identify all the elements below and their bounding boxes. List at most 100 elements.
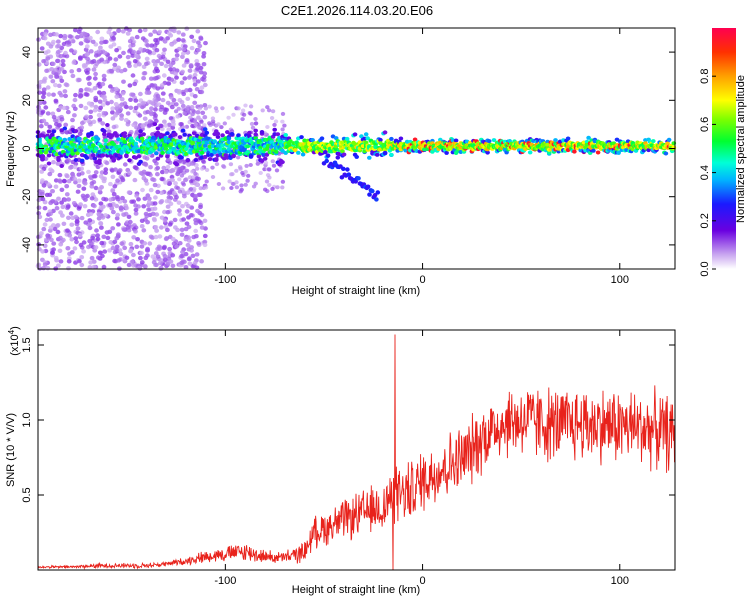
- spectrogram-cell: [169, 27, 175, 33]
- spectrogram-cell: [46, 161, 52, 166]
- spectrogram-cell: [270, 109, 276, 114]
- spectrogram-cell: [666, 137, 672, 142]
- spectrogram-cell: [120, 29, 126, 34]
- spectrogram-cell: [166, 127, 172, 132]
- spectrogram-cell: [253, 121, 259, 126]
- spectrogram-cell: [136, 197, 141, 202]
- spectrogram-cell: [114, 133, 120, 138]
- spectrogram-cell: [142, 241, 148, 246]
- spectrogram-cell: [112, 62, 118, 68]
- spectrogram-cell: [156, 244, 162, 249]
- spectrogram-cell: [225, 130, 230, 135]
- spectrogram-cell: [72, 106, 78, 112]
- spectrogram-cell: [250, 125, 256, 130]
- spectrogram-cell: [241, 112, 247, 117]
- spectrogram-cell: [100, 121, 106, 126]
- spectrogram-cell: [150, 211, 156, 216]
- spectrogram-cell: [207, 157, 213, 162]
- spectrogram-cell: [148, 32, 154, 37]
- spectrogram-cell: [91, 119, 97, 125]
- spectrogram-cell: [57, 172, 63, 178]
- spectrogram-cell: [64, 174, 70, 179]
- spectrogram-cell: [151, 216, 157, 222]
- spectrogram-cell: [265, 125, 270, 129]
- spectrogram-cell: [134, 53, 139, 59]
- spectrogram-cell: [150, 254, 156, 259]
- spectrogram-cell: [170, 177, 176, 183]
- spectrogram-cell: [165, 131, 170, 136]
- spectrogram-cell: [136, 103, 142, 108]
- spectrogram-cell: [192, 100, 198, 106]
- spectrogram-cell: [121, 79, 126, 84]
- spectrogram-cell: [78, 56, 83, 61]
- spectrogram-cell: [186, 75, 192, 80]
- spectrogram-cell: [273, 149, 279, 154]
- spectrogram-cell: [382, 150, 388, 155]
- spectrogram-cell: [190, 169, 195, 174]
- spectrogram-cell: [103, 197, 109, 202]
- spectrogram-cell: [189, 248, 195, 253]
- spectrogram-x-tick-label: 100: [611, 274, 629, 286]
- spectrogram-cell: [103, 138, 109, 143]
- spectrogram-cell: [176, 106, 181, 111]
- spectrogram-cell: [66, 179, 72, 184]
- spectrogram-cell: [367, 192, 372, 197]
- spectrogram-cell: [196, 40, 201, 45]
- spectrogram-cell: [114, 247, 119, 253]
- spectrogram-cell: [133, 229, 138, 234]
- spectrogram-cell: [62, 137, 68, 142]
- spectrogram-cell: [127, 63, 132, 69]
- spectrogram-cell: [172, 217, 178, 223]
- spectrogram-cell: [146, 207, 152, 212]
- spectrogram-cell: [173, 102, 179, 107]
- spectrogram-cell: [72, 246, 78, 251]
- spectrogram-cell: [111, 35, 116, 41]
- spectrogram-cell: [299, 135, 304, 140]
- spectrogram-cell: [46, 182, 52, 187]
- spectrogram-cell: [79, 262, 85, 268]
- spectrogram-cell: [98, 105, 103, 111]
- spectrogram-cell: [97, 117, 103, 122]
- spectrogram-cell: [109, 133, 115, 138]
- spectrogram-cell: [90, 39, 96, 44]
- spectrogram-cell: [59, 200, 64, 205]
- spectrogram-cell: [84, 155, 90, 160]
- spectrogram-cell: [109, 99, 114, 105]
- spectrogram-cell: [161, 165, 167, 171]
- spectrogram-cell: [354, 154, 360, 159]
- spectrogram-cell: [202, 115, 208, 120]
- spectrogram-cell: [122, 245, 128, 251]
- spectrogram-cell: [382, 130, 388, 135]
- spectrogram-cell: [100, 153, 105, 158]
- spectrogram-cell: [155, 126, 161, 131]
- spectrogram-cell: [116, 28, 122, 33]
- spectrogram-cell: [50, 189, 55, 194]
- spectrogram-cell: [144, 156, 150, 161]
- spectrogram-cell: [88, 174, 93, 179]
- spectrogram-cell: [134, 193, 140, 198]
- spectrogram-cell: [69, 250, 75, 255]
- spectrogram-cell: [398, 136, 404, 141]
- spectrogram-cell: [144, 56, 150, 61]
- spectrogram-cell: [188, 63, 194, 68]
- spectrogram-cell: [84, 114, 89, 119]
- spectrogram-cell: [51, 39, 56, 45]
- spectrogram-cell: [89, 130, 94, 135]
- spectrogram-cell: [124, 26, 129, 31]
- spectrogram-cell: [243, 182, 248, 187]
- spectrogram-cell: [199, 85, 205, 90]
- spectrogram-cell: [182, 194, 187, 199]
- spectrogram-cell: [44, 68, 49, 74]
- spectrogram-cell: [192, 119, 198, 124]
- spectrogram-cell: [188, 186, 194, 191]
- snr-x-label: Height of straight line (km): [292, 584, 420, 596]
- spectrogram-cell: [103, 170, 108, 175]
- spectrogram-cell: [124, 104, 129, 110]
- spectrogram-cell: [78, 103, 84, 109]
- spectrogram-cell: [68, 34, 73, 39]
- spectrogram-cell: [187, 68, 193, 73]
- spectrogram-cell: [111, 157, 116, 162]
- spectrogram-cell: [152, 182, 158, 188]
- spectrogram-cell: [170, 125, 176, 130]
- spectrogram-cell: [53, 82, 58, 88]
